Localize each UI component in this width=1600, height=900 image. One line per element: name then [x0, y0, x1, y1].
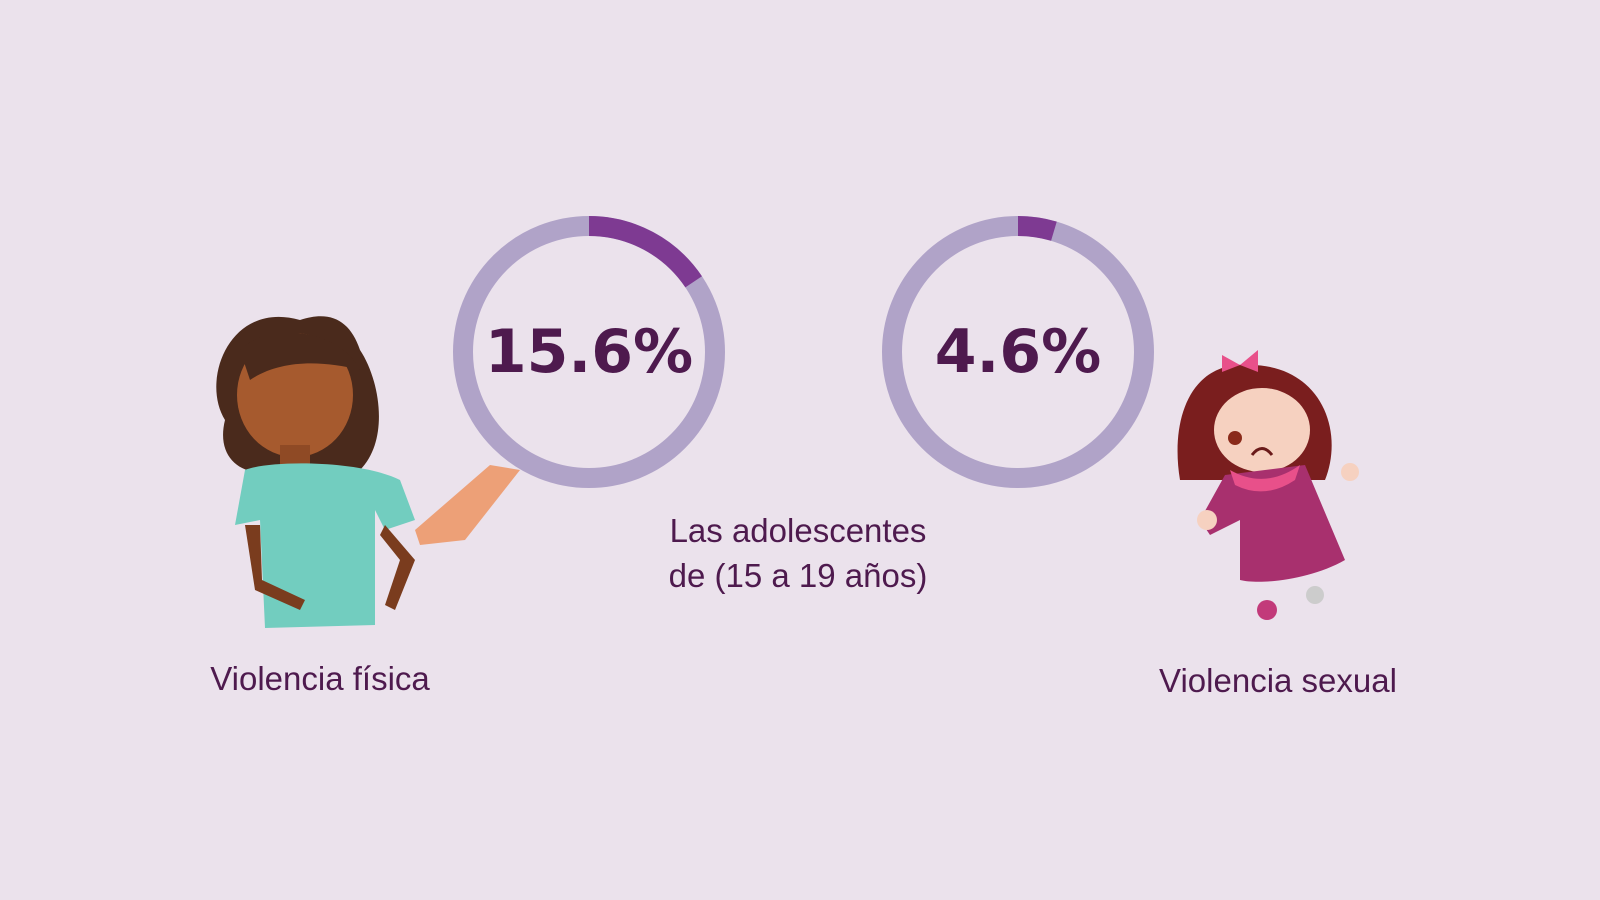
sad-doll-illustration	[1177, 350, 1359, 620]
gauge-fill-arc	[1017, 216, 1057, 241]
magnifier-handle-arm	[415, 465, 520, 545]
sad-girl-illustration	[216, 316, 520, 628]
gauge-fill-arc	[588, 216, 702, 288]
gauge-label-fisica: Violencia física	[210, 660, 430, 697]
gauge-label-sexual: Violencia sexual	[1159, 662, 1397, 699]
subtitle-line-1: Las adolescentes	[669, 512, 927, 549]
gauge-value-fisica: 15.6%	[484, 317, 694, 387]
subtitle-line-2: de (15 a 19 años)	[668, 557, 928, 594]
gauge-value-sexual: 4.6%	[934, 317, 1102, 387]
